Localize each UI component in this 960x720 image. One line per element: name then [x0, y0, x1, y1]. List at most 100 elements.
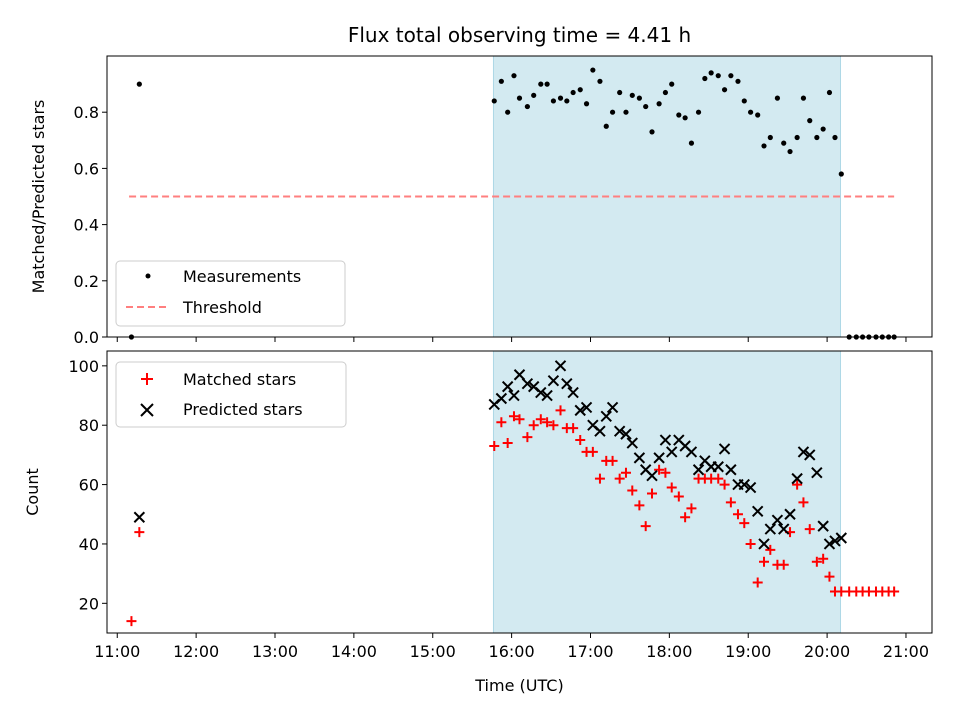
measurement-point [531, 92, 537, 98]
top-y-tick-label: 0.0 [74, 328, 99, 347]
x-tick-label: 13:00 [252, 642, 298, 661]
measurement-point [597, 78, 603, 84]
matched-star-point [528, 420, 539, 431]
matched-star-point [134, 527, 145, 538]
predicted-star-point [738, 478, 750, 491]
predicted-star-point [606, 401, 619, 414]
legend-predicted-label: Predicted stars [183, 400, 303, 419]
matched-star-point [535, 414, 546, 425]
measurement-point [800, 95, 807, 101]
matched-star-point [818, 553, 829, 564]
chart-title: Flux total observing time = 4.41 h [348, 23, 691, 47]
measurement-point [820, 126, 826, 132]
measurement-point [814, 134, 820, 141]
predicted-star-point [666, 446, 678, 458]
matched-star-point [680, 512, 691, 523]
predicted-star-point [508, 389, 520, 402]
measurement-point [735, 78, 741, 84]
predicted-star-point [561, 377, 573, 390]
top-legend-box [115, 260, 346, 327]
top-legend: Measurements Threshold [115, 260, 346, 327]
matched-star-point [614, 473, 625, 484]
bottom-legend-box [115, 361, 347, 428]
predicted-star-point [513, 369, 526, 381]
measurement-point [609, 109, 616, 115]
measurement-point [708, 70, 714, 76]
measurement-point [656, 101, 662, 107]
matched-star-point [824, 571, 835, 582]
matched-star-point [759, 556, 770, 567]
measurement-point [669, 81, 675, 87]
measurement-point [767, 134, 773, 141]
matched-star-point [798, 497, 809, 508]
matched-star-point [660, 467, 671, 478]
matched-star-point [654, 464, 665, 475]
measurement-point [728, 73, 734, 79]
bottom-y-tick-label: 60 [79, 476, 99, 495]
legend-measurements-marker [145, 273, 151, 279]
measurement-point [662, 89, 669, 96]
measurement-point [505, 109, 511, 115]
predicted-star-point [784, 508, 796, 520]
matched-star-point [713, 473, 724, 484]
top-axes-frame [106, 55, 933, 338]
top-y-tick-label: 0.4 [74, 216, 99, 235]
predicted-star-point [495, 392, 508, 405]
measurement-point [550, 98, 557, 104]
predicted-star-point [692, 464, 705, 476]
measurement-point [774, 95, 781, 101]
predicted-star-point [659, 434, 672, 446]
matched-star-point [126, 616, 137, 627]
matched-star-point [522, 432, 533, 443]
matched-star-point [739, 518, 750, 529]
predicted-star-point [554, 360, 567, 372]
matched-star-point [555, 405, 566, 416]
matched-star-point [725, 497, 736, 508]
predicted-star-point [817, 520, 829, 532]
predicted-star-point [574, 404, 586, 417]
top-y-tick-label: 0.8 [74, 103, 99, 122]
measurement-point [761, 143, 767, 149]
measurement-point [636, 95, 642, 101]
predicted-star-point [758, 538, 770, 550]
legend-measurements-label: Measurements [183, 267, 301, 286]
measurement-point [721, 87, 728, 93]
measurement-point [603, 123, 609, 129]
predicted-star-point [653, 452, 665, 464]
measurement-point [577, 87, 583, 93]
matched-star-point [489, 440, 500, 451]
top-y-tick-label: 0.2 [74, 272, 99, 291]
predicted-star-point [535, 386, 547, 399]
measurement-point [807, 118, 813, 124]
measurement-point [794, 134, 800, 141]
matched-star-point [732, 509, 743, 520]
measurement-point [136, 81, 142, 87]
predicted-star-point [633, 452, 646, 464]
predicted-star-point [613, 425, 626, 437]
measurement-point [583, 101, 590, 107]
matched-star-point [804, 524, 815, 535]
bottom-axes-frame [106, 350, 933, 634]
predicted-star-point [712, 461, 724, 473]
measurement-point [838, 171, 844, 177]
measurement-point [682, 115, 688, 121]
matched-star-point [514, 414, 525, 425]
x-axis-label: Time (UTC) [474, 676, 563, 695]
bottom-y-axis-label: Count [23, 468, 42, 516]
matched-star-point [496, 417, 507, 428]
measurement-point [498, 78, 504, 84]
matched-star-point [719, 479, 730, 490]
matched-star-point [607, 455, 618, 466]
x-tick-label: 20:00 [804, 642, 850, 661]
matched-star-point [765, 544, 776, 555]
matched-star-points [126, 405, 900, 627]
measurement-point [755, 112, 761, 118]
predicted-star-point [797, 446, 810, 458]
x-tick-label: 14:00 [331, 642, 377, 661]
matched-star-point [686, 503, 697, 514]
measurement-point [617, 89, 623, 96]
matched-star-point [640, 521, 651, 532]
measurement-point [570, 89, 576, 96]
measurement-point [564, 98, 570, 104]
matched-star-point [745, 538, 756, 549]
